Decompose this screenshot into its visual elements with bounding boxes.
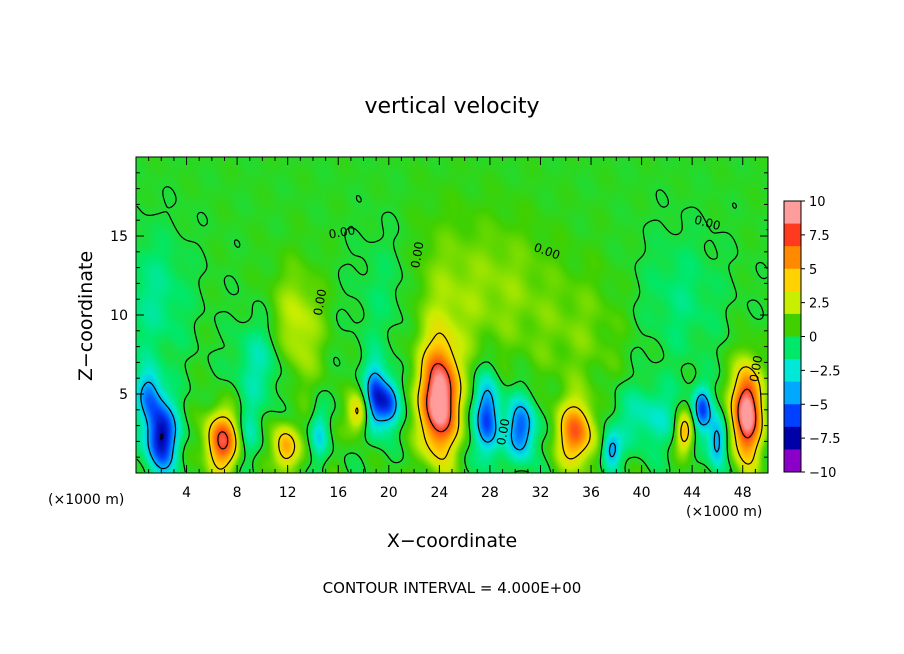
- contour-label: 0.00: [693, 213, 722, 233]
- x-tick-label: 48: [734, 485, 752, 501]
- y-tick-label: 10: [110, 308, 128, 324]
- y-tick-label: 15: [110, 229, 128, 245]
- contour-labels: 0.000.000.000.000.000.000.00: [311, 213, 766, 447]
- x-axis-label: X−coordinate: [387, 530, 517, 552]
- colorbar-swatch: [784, 313, 801, 337]
- x-tick-label: 24: [430, 485, 448, 501]
- colorbar-swatch: [784, 336, 801, 360]
- colorbar-label: −5: [809, 398, 828, 413]
- x-tick-label: 28: [481, 485, 499, 501]
- x-tick-label: 4: [182, 485, 191, 501]
- contour-interval-footer: CONTOUR INTERVAL = 4.000E+00: [323, 579, 582, 597]
- colorbar-label: 2.5: [809, 297, 830, 312]
- x-tick-label: 36: [582, 485, 600, 501]
- chart-title: vertical velocity: [364, 94, 539, 119]
- colorbar-label: −2.5: [809, 364, 841, 379]
- colorbar-swatch: [784, 223, 801, 247]
- colorbar-swatch: [784, 381, 801, 405]
- x-axis: 4 8 12 16 20 24 28 32 36 40 44 48: [148, 157, 756, 501]
- colorbar-swatch: [784, 404, 801, 428]
- colorbar-swatch: [784, 359, 801, 383]
- colorbar-swatch: [784, 426, 801, 450]
- colorbar-label: −7.5: [809, 432, 841, 447]
- colorbar-label: 10: [809, 195, 826, 210]
- colorbar-label: −10: [809, 466, 836, 481]
- x-tick-label: 44: [683, 485, 701, 501]
- colorbar-swatch: [784, 246, 801, 270]
- colorbar-label: 5: [809, 263, 817, 278]
- colorbar-swatch: [784, 449, 801, 473]
- x-tick-label: 40: [633, 485, 651, 501]
- x-tick-label: 12: [279, 485, 297, 501]
- y-tick-label: 5: [119, 387, 128, 403]
- contour-lines: [136, 186, 768, 473]
- colorbar: 10 7.5 5 2.5 0 −2.5 −5 −7.5 −10: [783, 195, 841, 481]
- colorbar-swatch: [784, 201, 801, 225]
- contour-label: 0.00: [747, 354, 765, 383]
- contour-label: 0.00: [408, 241, 426, 270]
- x-tick-label: 32: [532, 485, 550, 501]
- contour-line: [217, 363, 757, 450]
- colorbar-label: 7.5: [809, 229, 830, 244]
- contour-label: 0.00: [328, 223, 357, 241]
- colorbar-swatch: [784, 291, 801, 315]
- y-axis: 5 10 15: [110, 172, 768, 458]
- plot-area: 0.000.000.000.000.000.000.00: [135, 156, 769, 474]
- contour-label: 0.00: [494, 417, 512, 446]
- colorbar-swatch: [784, 268, 801, 292]
- x-unit-left: (×1000 m): [48, 492, 124, 508]
- x-tick-label: 20: [380, 485, 398, 501]
- contour-line: [140, 372, 720, 470]
- contour-line: [136, 186, 768, 473]
- contour-line: [160, 433, 164, 441]
- contour-line: [208, 332, 763, 470]
- x-unit-right: (×1000 m): [686, 504, 762, 520]
- x-tick-label: 8: [233, 485, 242, 501]
- colorbar-label: 0: [809, 331, 817, 346]
- contour-label: 0.00: [311, 288, 329, 317]
- y-axis-label: Z−coordinate: [75, 251, 97, 381]
- x-tick-label: 16: [329, 485, 347, 501]
